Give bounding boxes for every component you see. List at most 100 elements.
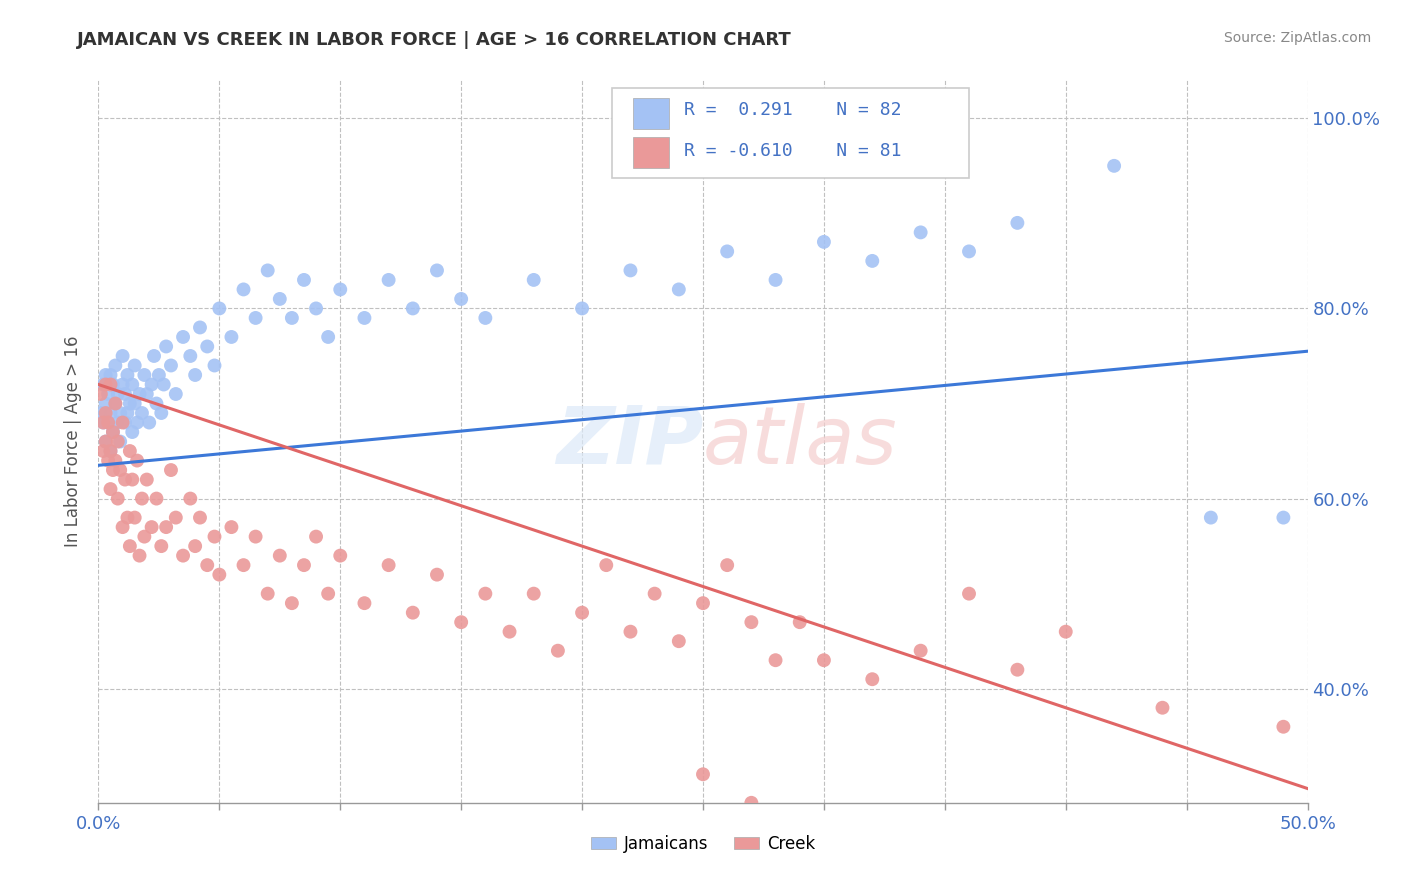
- Legend: Jamaicans, Creek: Jamaicans, Creek: [583, 828, 823, 860]
- Text: R =  0.291    N = 82: R = 0.291 N = 82: [683, 101, 901, 120]
- Point: [124, 510, 146, 524]
- Point: [256, 263, 278, 277]
- Point: [117, 406, 139, 420]
- Point: [221, 330, 243, 344]
- Point: [141, 377, 163, 392]
- Point: [91, 444, 114, 458]
- Point: [101, 425, 124, 439]
- Point: [377, 273, 399, 287]
- Point: [716, 558, 738, 573]
- Point: [117, 368, 139, 382]
- Point: [152, 377, 174, 392]
- Point: [121, 377, 143, 392]
- Point: [135, 387, 157, 401]
- Point: [172, 330, 194, 344]
- Point: [108, 463, 131, 477]
- Point: [135, 473, 157, 487]
- Point: [118, 444, 141, 458]
- Point: [114, 387, 136, 401]
- Point: [269, 292, 291, 306]
- Point: [94, 377, 117, 392]
- Text: JAMAICAN VS CREEK IN LABOR FORCE | AGE > 16 CORRELATION CHART: JAMAICAN VS CREEK IN LABOR FORCE | AGE >…: [77, 31, 792, 49]
- Point: [1007, 216, 1029, 230]
- Point: [292, 558, 315, 573]
- Point: [765, 653, 787, 667]
- Point: [124, 396, 146, 410]
- Point: [269, 549, 291, 563]
- Point: [97, 416, 120, 430]
- Point: [131, 491, 153, 506]
- Point: [104, 359, 127, 373]
- Point: [860, 254, 883, 268]
- Point: [232, 282, 254, 296]
- Point: [160, 463, 183, 477]
- Point: [127, 453, 149, 467]
- Point: [143, 349, 166, 363]
- Point: [100, 377, 122, 392]
- Point: [789, 615, 811, 630]
- Point: [957, 587, 980, 601]
- Point: [128, 549, 150, 563]
- Point: [107, 387, 129, 401]
- Point: [100, 368, 122, 382]
- Point: [498, 624, 520, 639]
- Point: [107, 491, 129, 506]
- Point: [118, 539, 141, 553]
- Point: [571, 606, 593, 620]
- FancyBboxPatch shape: [613, 87, 969, 178]
- Point: [100, 444, 122, 458]
- Point: [1199, 510, 1222, 524]
- Point: [402, 301, 425, 316]
- Point: [316, 587, 339, 601]
- Point: [121, 425, 143, 439]
- Point: [619, 263, 641, 277]
- Point: [128, 387, 150, 401]
- Point: [155, 339, 177, 353]
- Point: [97, 453, 120, 467]
- Point: [107, 416, 129, 430]
- Point: [692, 767, 714, 781]
- Point: [94, 368, 117, 382]
- Point: [150, 406, 173, 420]
- Point: [121, 473, 143, 487]
- Point: [195, 339, 218, 353]
- Point: [104, 396, 127, 410]
- Point: [305, 530, 328, 544]
- Point: [94, 396, 117, 410]
- Point: [1102, 159, 1125, 173]
- Point: [595, 558, 617, 573]
- Point: [100, 406, 122, 420]
- Point: [523, 587, 546, 601]
- Point: [108, 406, 131, 420]
- Point: [100, 482, 122, 496]
- Point: [910, 643, 932, 657]
- Point: [474, 587, 496, 601]
- Point: [148, 368, 170, 382]
- Point: [668, 282, 690, 296]
- Point: [179, 491, 201, 506]
- Point: [426, 567, 449, 582]
- Point: [131, 406, 153, 420]
- Point: [619, 624, 641, 639]
- Point: [256, 587, 278, 601]
- Point: [860, 672, 883, 686]
- Point: [91, 416, 114, 430]
- Y-axis label: In Labor Force | Age > 16: In Labor Force | Age > 16: [65, 335, 83, 548]
- Point: [195, 558, 218, 573]
- Text: R = -0.610    N = 81: R = -0.610 N = 81: [683, 142, 901, 160]
- Point: [101, 463, 124, 477]
- Point: [94, 434, 117, 449]
- Point: [145, 396, 167, 410]
- Point: [184, 539, 207, 553]
- Point: [138, 416, 160, 430]
- Point: [111, 349, 134, 363]
- Point: [104, 453, 127, 467]
- Point: [474, 310, 496, 325]
- Point: [150, 539, 173, 553]
- Point: [402, 606, 425, 620]
- Point: [101, 425, 124, 439]
- Point: [1054, 624, 1077, 639]
- Point: [184, 368, 207, 382]
- Point: [957, 244, 980, 259]
- Point: [450, 615, 472, 630]
